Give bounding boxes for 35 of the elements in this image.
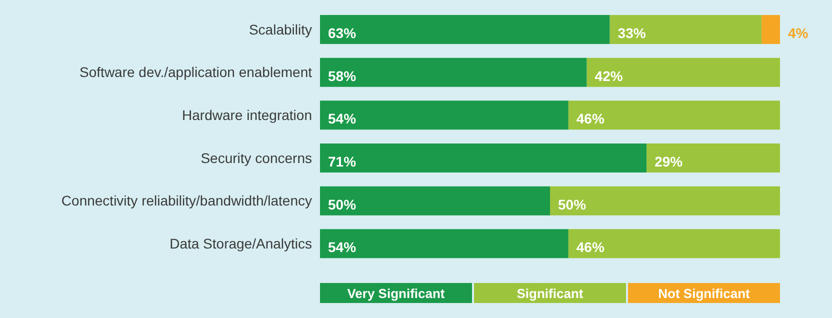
bar [610,15,762,44]
data-label: 50% [328,196,357,212]
y-tick-label: Data Storage/Analytics [170,236,312,252]
data-label: 63% [328,25,357,41]
data-label: 71% [328,154,357,170]
data-label: 46% [576,110,605,127]
data-label: 50% [558,196,587,212]
text: Not Significant [628,283,780,303]
bar [586,58,780,87]
y-tick-label: Security concerns [200,150,312,166]
bar [320,186,550,216]
bar [320,144,647,172]
bar [320,15,610,44]
data-label: 54% [328,110,357,127]
bar [320,229,568,258]
bar [762,15,780,44]
data-label: 46% [576,239,605,256]
bar [568,100,780,130]
bar [550,186,780,216]
bar [646,144,780,172]
bar [320,58,587,87]
y-tick-label: Software dev./application enablement [80,64,312,80]
bar [568,229,780,258]
data-label: 42% [594,68,624,84]
data-label: 58% [328,68,357,84]
text: Very Significant [320,283,472,303]
y-tick-label: Scalability [248,21,312,38]
y-tick-label: Hardware integration [182,107,312,124]
data-label: 29% [654,154,684,170]
data-label: 33% [618,25,646,41]
y-tick-label: Connectivity reliability/bandwidth/latency [61,192,312,209]
data-label: 54% [328,239,357,256]
bar [320,100,568,130]
data-label: 4% [788,25,809,41]
text: Significant [474,283,626,303]
